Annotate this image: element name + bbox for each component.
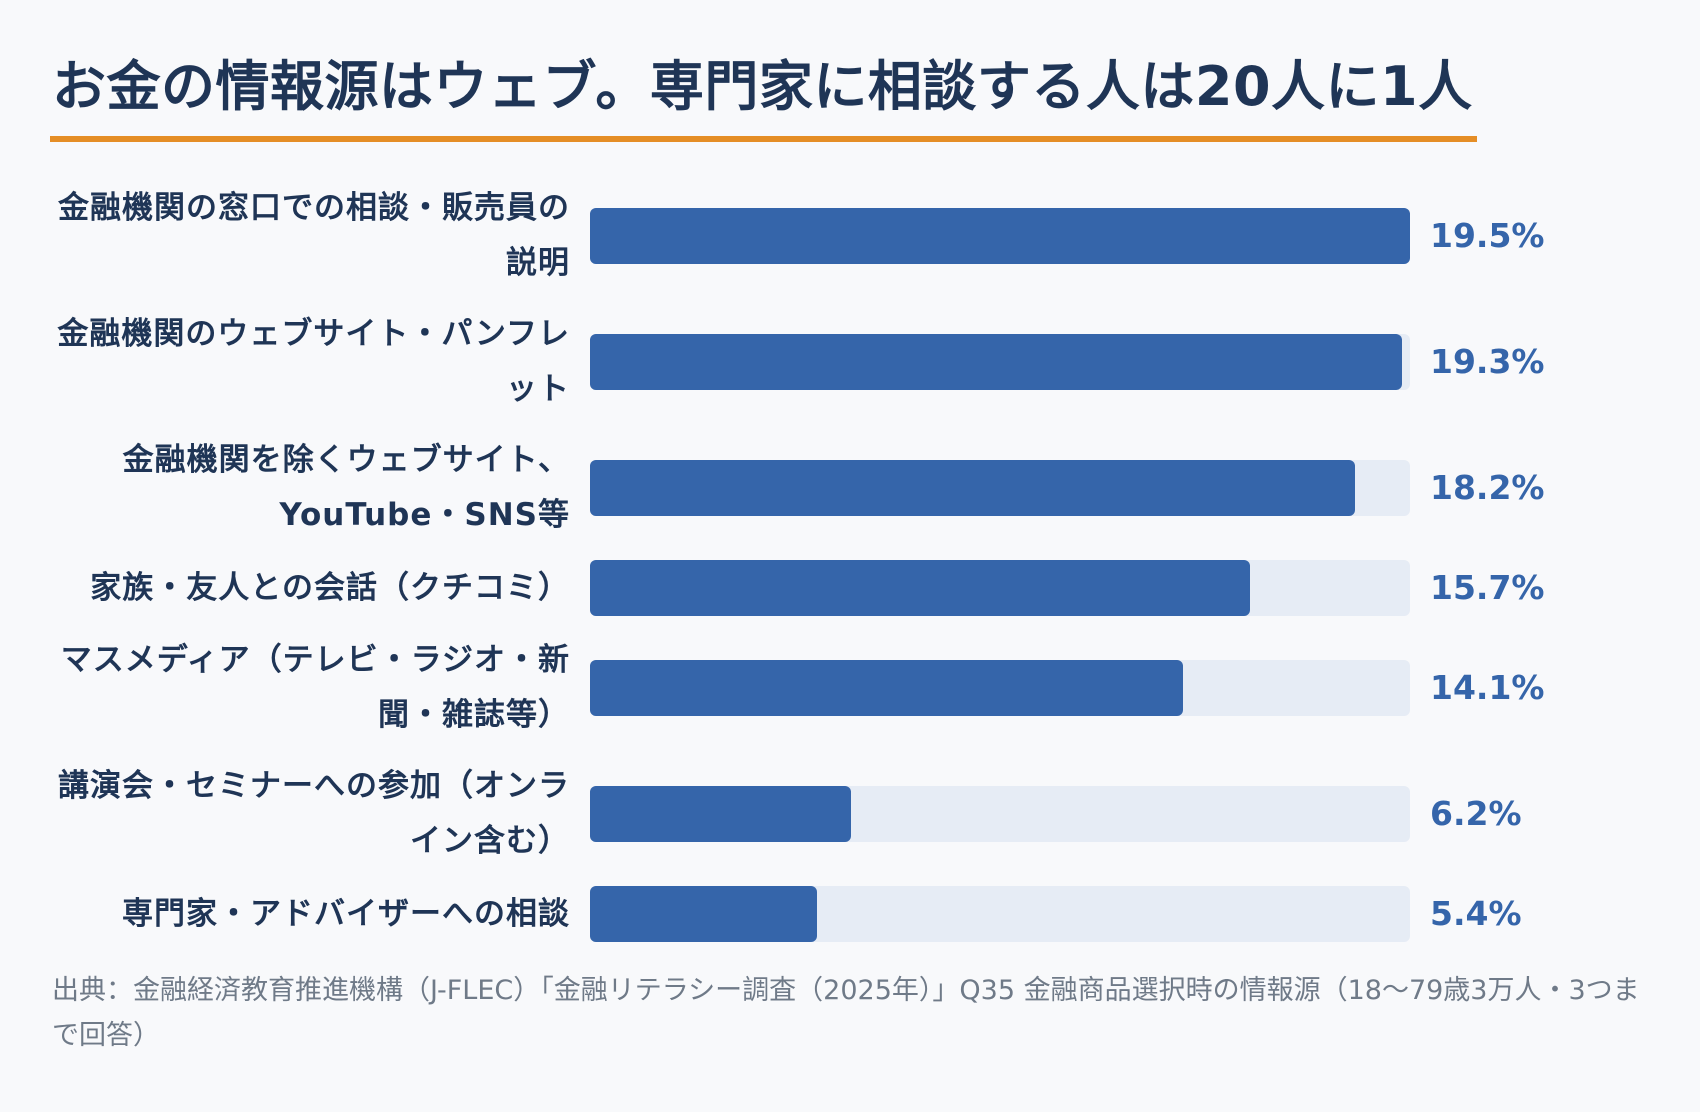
value-label: 19.5% [1430,216,1545,255]
bar [590,460,1355,516]
category-label: 金融機関の窓口での相談・販売員の説明 [58,190,570,281]
value-label: 6.2% [1430,794,1522,833]
chart-title: お金の情報源はウェブ。専門家に相談する人は20人に1人 [52,55,1473,118]
category-label: 専門家・アドバイザーへの相談 [122,896,570,932]
bar [590,334,1402,390]
category-label: 講演会・セミナーへの参加（オンライン含む） [58,768,570,859]
bar [590,560,1250,616]
bar [590,886,817,942]
category-label: 金融機関を除くウェブサイト、YouTube・SNS等 [122,442,570,533]
bar [590,208,1410,264]
value-label: 15.7% [1430,568,1545,607]
category-label: 家族・友人との会話（クチコミ） [90,570,570,606]
title-accent-rule [50,136,1477,142]
value-label: 5.4% [1430,894,1522,933]
category-label: 金融機関のウェブサイト・パンフレット [57,316,570,407]
bar [590,660,1183,716]
bar [590,786,851,842]
value-label: 19.3% [1430,342,1545,381]
value-label: 18.2% [1430,468,1545,507]
value-label: 14.1% [1430,668,1545,707]
source-note: 出典：金融経済教育推進機構（J-FLEC）「金融リテラシー調査（2025年）」Q… [52,975,1640,1051]
category-label: マスメディア（テレビ・ラジオ・新聞・雑誌等） [60,642,570,733]
